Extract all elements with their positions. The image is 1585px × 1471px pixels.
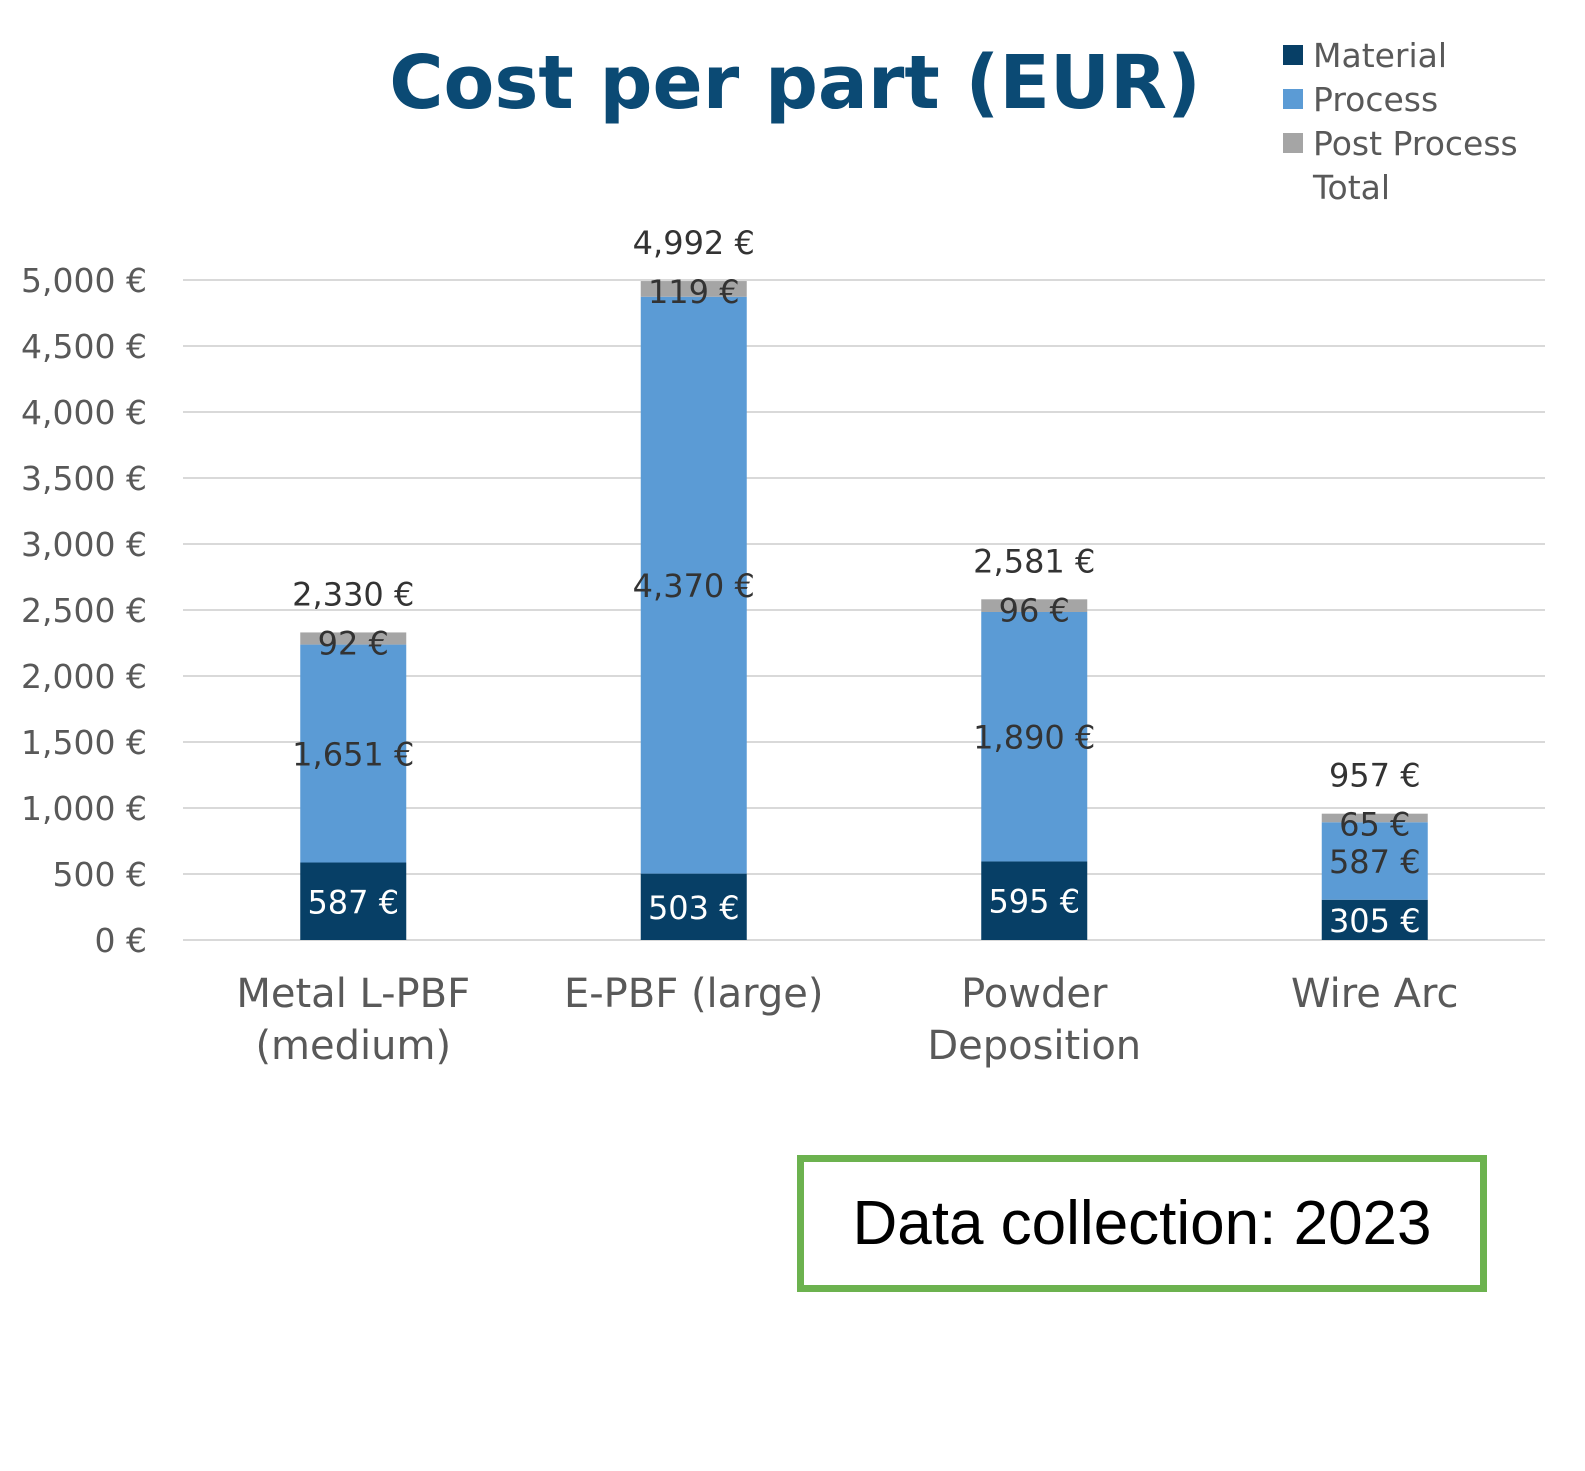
data-label: 305 € — [1329, 902, 1421, 940]
y-tick-label: 2,500 € — [21, 591, 147, 630]
legend-swatch — [1283, 45, 1303, 65]
legend-label: Total — [1312, 168, 1390, 207]
data-label: 119 € — [648, 273, 740, 311]
x-tick-label: Metal L-PBF — [236, 971, 470, 1017]
y-tick-label: 1,000 € — [21, 789, 147, 828]
x-tick-label: (medium) — [255, 1023, 451, 1069]
total-label: 2,330 € — [292, 575, 414, 613]
legend-label: Post Process — [1313, 124, 1518, 163]
bar-post-process — [300, 632, 407, 645]
x-tick-label: E-PBF (large) — [564, 971, 824, 1017]
bar-process — [300, 644, 407, 863]
bar-post-process — [1321, 813, 1428, 823]
legend-swatch — [1283, 133, 1303, 153]
data-label: 92 € — [318, 624, 389, 662]
bar-material — [1321, 899, 1428, 940]
y-tick-label: 2,000 € — [21, 657, 147, 696]
chart: Cost per part (EUR) 0 € 500 € 1,000 € 1,500 … — [21, 36, 1545, 1069]
y-tick-label: 500 € — [53, 855, 147, 894]
bar-material — [300, 862, 407, 940]
y-tick-label: 0 € — [95, 921, 147, 960]
total-label: 957 € — [1329, 757, 1421, 795]
data-label: 1,890 € — [973, 719, 1095, 757]
y-tick-label: 3,000 € — [21, 525, 147, 564]
total-label: 4,992 € — [633, 224, 755, 262]
data-label: 1,651 € — [292, 736, 414, 774]
total-label: 2,581 € — [973, 542, 1095, 580]
data-label: 587 € — [1329, 843, 1421, 881]
bar-material — [640, 873, 747, 940]
x-tick-label: Wire Arc — [1291, 971, 1459, 1017]
data-label: 96 € — [999, 591, 1070, 629]
data-label: 587 € — [307, 883, 399, 921]
y-tick-label: 1,500 € — [21, 723, 147, 762]
data-collection-text: Data collection: 2023 — [852, 1189, 1432, 1258]
legend-label: Process — [1313, 80, 1438, 119]
x-tick-label: Powder — [961, 971, 1108, 1017]
legend-swatch — [1283, 89, 1303, 109]
bar-process — [640, 296, 747, 874]
bar-process — [981, 611, 1088, 862]
data-label: 65 € — [1339, 806, 1410, 844]
bar-post-process — [640, 281, 747, 297]
data-label: 4,370 € — [633, 567, 755, 605]
bar-post-process — [981, 599, 1088, 612]
chart-title: Cost per part (EUR) — [389, 40, 1201, 126]
legend-label: Material — [1313, 36, 1447, 75]
data-collection-note: Data collection: 2023 — [797, 1155, 1487, 1292]
y-tick-label: 4,000 € — [21, 393, 147, 432]
data-label: 503 € — [648, 889, 740, 927]
data-label: 595 € — [988, 883, 1080, 921]
y-tick-label: 4,500 € — [21, 327, 147, 366]
bar-process — [1321, 822, 1428, 900]
x-tick-label: Deposition — [927, 1023, 1141, 1069]
y-tick-label: 3,500 € — [21, 459, 147, 498]
y-tick-label: 5,000 € — [21, 261, 147, 300]
bar-material — [981, 861, 1088, 940]
